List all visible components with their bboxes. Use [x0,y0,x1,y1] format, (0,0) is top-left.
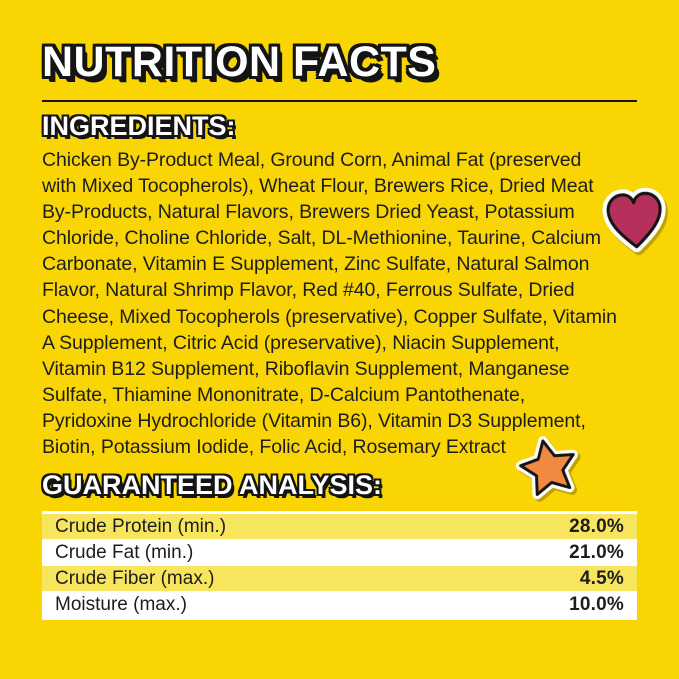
table-row: Crude Protein (min.) 28.0% [42,514,637,539]
table-row: Crude Fat (min.) 21.0% [42,540,637,565]
ingredients-line: with Mixed Tocopherols), Wheat Flour, Br… [42,175,594,198]
ingredients-line: Flavor, Natural Shrimp Flavor, Red #40, … [42,279,575,302]
star-icon [514,433,584,503]
heart-icon [602,187,668,255]
ingredients-line: Chicken By-Product Meal, Ground Corn, An… [42,149,582,171]
ingredients-line: Chloride, Choline Chloride, Salt, DL-Met… [42,227,601,250]
ingredients-text: Chicken By-Product Meal, Ground Corn, An… [42,147,617,460]
ingredients-line: A Supplement, Citric Acid (preservative)… [42,331,560,354]
ingredients-heading: INGREDIENTS: [42,111,236,141]
table-row: Crude Fiber (max.) 4.5% [42,566,637,591]
analysis-value: 10.0% [569,593,624,615]
analysis-value: 21.0% [569,541,624,563]
analysis-value: 28.0% [569,515,624,537]
ingredients-line: By-Products, Natural Flavors, Brewers Dr… [42,201,575,224]
title-divider [42,100,637,102]
analysis-value: 4.5% [579,567,624,589]
analysis-label: Moisture (max.) [55,593,187,615]
analysis-label: Crude Protein (min.) [55,515,227,537]
ingredients-line: Pyridoxine Hydrochloride (Vitamin B6), V… [42,409,586,432]
ingredients-line: Vitamin B12 Supplement, Riboflavin Suppl… [42,357,570,380]
ingredients-line: Cheese, Mixed Tocopherols (preservative)… [42,305,617,328]
guaranteed-analysis-heading: GUARANTEED ANALYSIS: [42,470,383,500]
ingredients-line: Carbonate, Vitamin E Supplement, Zinc Su… [42,253,590,276]
analysis-label: Crude Fat (min.) [55,541,194,563]
table-row: Moisture (max.) 10.0% [42,592,637,617]
page-title: NUTRITION FACTS [42,38,437,86]
analysis-label: Crude Fiber (max.) [55,567,215,589]
ingredients-line: Sulfate, Thiamine Mononitrate, D-Calcium… [42,383,526,406]
guaranteed-analysis-table: Crude Protein (min.) 28.0% Crude Fat (mi… [42,511,637,620]
ingredients-line: Biotin, Potassium Iodide, Folic Acid, Ro… [42,436,506,459]
